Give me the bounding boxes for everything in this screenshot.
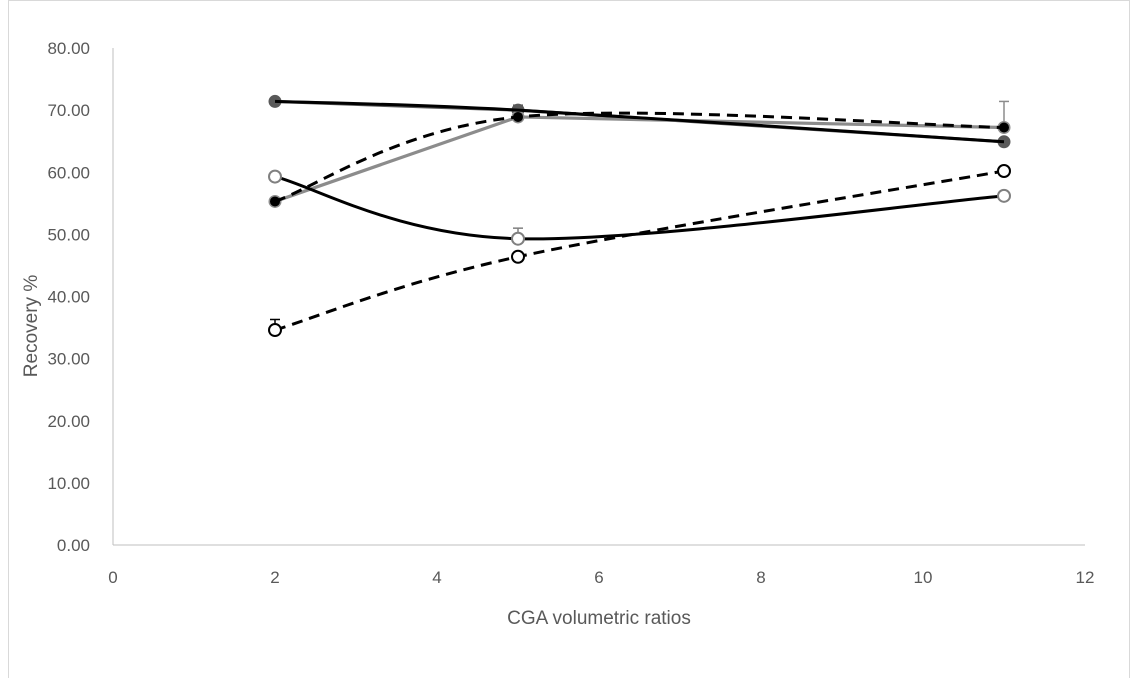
axes-group: 0 2 4 6 8 10 12 0.00 10.00 20.00 30.00 40.00 50.00 60… <box>47 39 1094 587</box>
y-tick-label: 50.00 <box>47 225 90 244</box>
y-tick-label: 0.00 <box>57 536 90 555</box>
series-6-line <box>274 169 1005 332</box>
x-tick-label: 12 <box>1076 568 1095 587</box>
y-tick-label: 70.00 <box>47 101 90 120</box>
series-6-point <box>997 164 1011 179</box>
x-tick-label: 8 <box>756 568 765 587</box>
plot-area <box>268 94 1011 338</box>
x-tick-label: 10 <box>914 568 933 587</box>
x-axis-title: CGA volumetric ratios <box>507 608 691 629</box>
y-tick-label: 10.00 <box>47 474 90 493</box>
y-tick-label: 30.00 <box>47 350 90 369</box>
x-tick-label: 4 <box>432 568 441 587</box>
series-4-point <box>270 196 280 207</box>
series-3-line <box>274 99 1005 144</box>
y-tick-label: 20.00 <box>47 412 90 431</box>
series-6-point <box>268 323 282 338</box>
series-5-point <box>268 169 282 184</box>
series-4-point <box>513 111 523 122</box>
x-tick-label: 6 <box>594 568 603 587</box>
series-4-point <box>999 122 1009 133</box>
y-axis-title: Recovery % <box>21 275 42 378</box>
series-4-line <box>274 111 1005 203</box>
x-tick-label: 0 <box>108 568 117 587</box>
chart-frame <box>8 0 1130 678</box>
series-6-point <box>511 249 525 264</box>
y-tick-label: 40.00 <box>47 288 90 307</box>
series-5-point <box>997 188 1011 203</box>
series-5-line <box>274 175 1005 241</box>
series-5-point <box>511 231 525 246</box>
y-tick-label: 80.00 <box>47 39 90 58</box>
y-tick-label: 60.00 <box>47 163 90 182</box>
x-tick-label: 2 <box>270 568 279 587</box>
